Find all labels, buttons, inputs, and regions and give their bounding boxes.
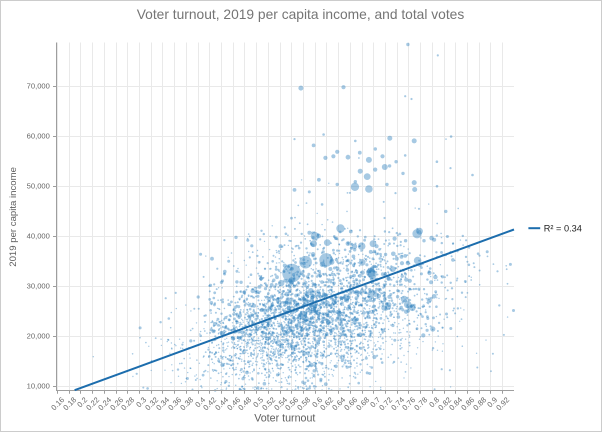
svg-text:60,000: 60,000 [27, 132, 50, 141]
svg-text:50,000: 50,000 [27, 182, 50, 191]
svg-text:Voter turnout: Voter turnout [254, 413, 315, 425]
svg-text:40,000: 40,000 [27, 232, 50, 241]
svg-text:Voter turnout, 2019 per capita: Voter turnout, 2019 per capita income, a… [137, 7, 465, 22]
svg-text:30,000: 30,000 [27, 282, 50, 291]
svg-text:70,000: 70,000 [27, 82, 50, 91]
svg-text:20,000: 20,000 [27, 332, 50, 341]
svg-text:2019 per capita income: 2019 per capita income [8, 167, 19, 267]
svg-text:10,000: 10,000 [27, 382, 50, 391]
svg-text:R² = 0.34: R² = 0.34 [544, 224, 582, 234]
